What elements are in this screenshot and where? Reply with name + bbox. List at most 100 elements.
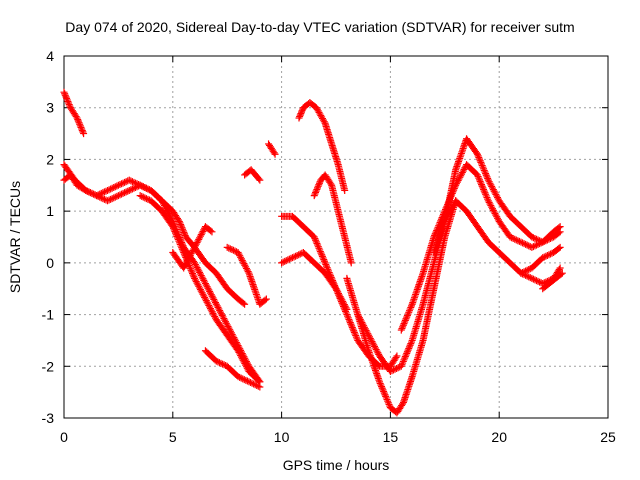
y-tick-label: 0	[46, 255, 54, 271]
data-point	[73, 114, 81, 122]
data-point	[191, 274, 199, 282]
data-point	[495, 249, 503, 257]
series-trace	[398, 162, 563, 332]
data-point	[321, 171, 329, 179]
data-point	[328, 181, 336, 189]
data-point	[495, 197, 503, 205]
data-point	[241, 300, 249, 308]
x-tick-label: 10	[274, 429, 290, 445]
data-point	[245, 378, 253, 386]
data-point	[80, 130, 88, 138]
series-track-4	[136, 192, 264, 386]
data-point	[201, 295, 209, 303]
data-point	[125, 176, 133, 184]
data-point	[473, 223, 481, 231]
data-point	[136, 192, 144, 200]
data-point	[256, 176, 264, 184]
series-track-7	[223, 243, 270, 308]
x-tick-label: 5	[169, 429, 177, 445]
data-point	[288, 254, 296, 262]
data-point	[310, 233, 318, 241]
data-point	[169, 207, 177, 215]
data-point	[60, 176, 68, 184]
y-tick-label: -2	[42, 358, 55, 374]
data-point	[528, 243, 536, 251]
data-point	[376, 362, 384, 370]
data-point	[278, 212, 286, 220]
data-point	[265, 140, 273, 148]
y-tick-label: -3	[42, 410, 55, 426]
data-point	[114, 192, 122, 200]
series-track-13	[278, 249, 401, 370]
data-point	[552, 274, 560, 282]
y-tick-label: 2	[46, 151, 54, 167]
data-point	[169, 249, 177, 257]
data-point	[147, 186, 155, 194]
series-trace	[242, 167, 263, 183]
data-point	[376, 352, 384, 360]
data-point	[180, 249, 188, 257]
data-point	[408, 336, 416, 344]
y-tick-label: 3	[46, 100, 54, 116]
data-point	[147, 197, 155, 205]
data-point	[299, 223, 307, 231]
data-point	[430, 249, 438, 257]
data-point	[201, 280, 209, 288]
data-point	[332, 285, 340, 293]
data-point	[463, 135, 471, 143]
data-point	[506, 233, 514, 241]
data-point	[158, 197, 166, 205]
data-point	[517, 223, 525, 231]
data-point	[295, 114, 303, 122]
data-point	[67, 104, 75, 112]
data-point	[558, 269, 566, 277]
data-point	[517, 238, 525, 246]
data-point	[262, 295, 270, 303]
data-point	[452, 197, 460, 205]
data-point	[473, 171, 481, 179]
data-point	[212, 300, 220, 308]
data-point	[223, 362, 231, 370]
y-axis-label: SDTVAR / TECUs	[7, 181, 23, 293]
data-point	[208, 228, 216, 236]
data-point	[234, 295, 242, 303]
data-point	[495, 217, 503, 225]
data-point	[241, 171, 249, 179]
data-point	[306, 99, 314, 107]
axis-ticks	[63, 55, 609, 419]
series-trace	[61, 90, 87, 136]
data-point	[452, 181, 460, 189]
data-point	[125, 186, 133, 194]
series-trace	[170, 224, 215, 271]
x-tick-labels: 0 5 10 15 20 25	[60, 429, 616, 445]
data-point	[399, 398, 407, 406]
data-point	[397, 362, 405, 370]
data-point	[341, 233, 349, 241]
data-point	[321, 269, 329, 277]
data-point	[528, 233, 536, 241]
chart-title: Day 074 of 2020, Sidereal Day-to-day VTE…	[65, 19, 574, 35]
data-point	[328, 140, 336, 148]
data-point	[114, 181, 122, 189]
data-point	[347, 259, 355, 267]
data-point	[550, 249, 558, 257]
series-track-11	[295, 99, 349, 194]
data-point	[321, 259, 329, 267]
data-point	[212, 269, 220, 277]
data-point	[506, 212, 514, 220]
series-trace	[203, 348, 262, 390]
data-point	[71, 176, 79, 184]
data-point	[556, 223, 564, 231]
data-point	[310, 259, 318, 267]
data-point	[299, 104, 307, 112]
data-point	[430, 285, 438, 293]
data-point	[386, 404, 394, 412]
x-tick-label: 15	[383, 429, 399, 445]
series-track-19	[539, 269, 566, 293]
data-point	[256, 383, 264, 391]
series-track-5	[201, 347, 264, 391]
x-axis-label: GPS time / hours	[283, 457, 390, 473]
data-point	[104, 186, 112, 194]
series-trace	[138, 192, 263, 385]
data-point	[182, 233, 190, 241]
